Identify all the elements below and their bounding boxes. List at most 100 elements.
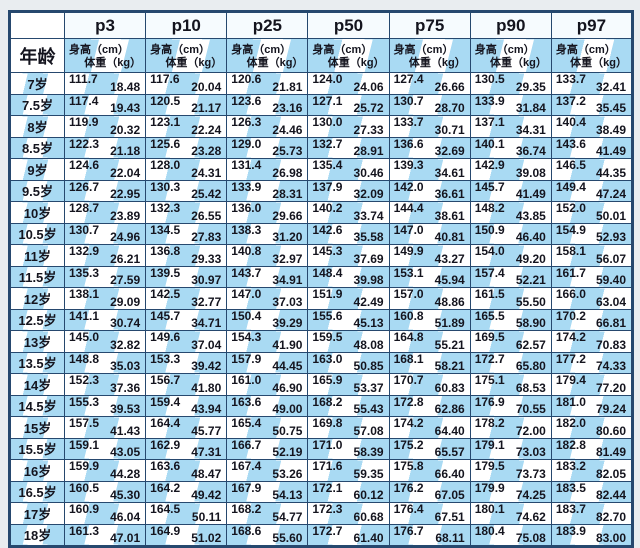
weight-value: 63.04	[595, 294, 626, 309]
table-row: 8岁 119.9 20.32 123.1 22.24 126.3 24.46 130.0 27.…	[9, 115, 634, 138]
height-weight-cell: 181.0 79.24	[550, 394, 634, 417]
height-value: 168.2	[231, 502, 262, 516]
height-weight-cell: 179.9 74.25	[469, 480, 552, 503]
height-weight-cell: 133.9 28.31	[226, 179, 309, 202]
height-value: 137.2	[555, 93, 586, 108]
height-weight-cell: 172.8 62.86	[388, 394, 471, 417]
weight-value: 19.43	[110, 101, 141, 115]
table-header: p3 p10 p25 p50 p75 p90 p97 年龄 身高（cm） 体重（k…	[9, 11, 634, 73]
weight-value: 72.00	[515, 423, 546, 438]
weight-value: 66.81	[595, 316, 626, 330]
height-value: 177.2	[555, 351, 586, 366]
weight-value: 45.30	[110, 488, 141, 502]
weight-unit-label: 体重（kg）	[490, 57, 547, 69]
weight-value: 65.80	[515, 359, 546, 373]
height-weight-cell: 153.3 39.42	[145, 351, 228, 374]
col-header-p50: p50	[307, 11, 390, 39]
height-value: 140.8	[231, 244, 262, 258]
height-value: 154.9	[555, 222, 586, 237]
height-value: 182.8	[555, 437, 586, 452]
height-weight-cell: 150.4 39.29	[226, 308, 309, 331]
growth-percentile-table: p3 p10 p25 p50 p75 p90 p97 年龄 身高（cm） 体重（k…	[8, 10, 634, 548]
age-cell: 15.5岁	[9, 437, 65, 460]
weight-value: 50.01	[595, 208, 626, 223]
table-row: 17岁 160.9 46.04 164.5 50.11 168.2 54.77 172.3 60…	[9, 502, 634, 525]
age-cell: 9.5岁	[9, 179, 65, 202]
age-cell: 7.5岁	[9, 93, 65, 116]
height-value: 127.1	[312, 93, 343, 108]
height-weight-cell: 129.0 25.73	[226, 136, 309, 159]
height-value: 130.3	[150, 179, 181, 194]
height-unit-label: 身高（cm）	[312, 44, 373, 56]
weight-value: 74.25	[515, 488, 546, 502]
height-value: 117.4	[69, 93, 99, 108]
height-value: 170.2	[555, 308, 586, 323]
height-weight-cell: 169.8 57.08	[307, 416, 390, 439]
weight-unit-label: 体重（kg）	[165, 57, 223, 69]
weight-value: 51.89	[434, 316, 465, 330]
height-value: 181.0	[555, 394, 586, 409]
weight-value: 54.77	[272, 509, 303, 524]
weight-value: 29.35	[515, 79, 546, 94]
height-value: 163.6	[231, 394, 262, 409]
weight-value: 41.90	[272, 337, 303, 352]
weight-value: 38.61	[434, 208, 465, 223]
table-row: 12.5岁 141.1 30.74 145.7 34.71 150.4 39.29 155.6…	[9, 308, 634, 331]
weight-value: 28.91	[353, 144, 384, 158]
weight-value: 49.42	[191, 488, 222, 502]
height-weight-cell: 168.2 54.77	[226, 502, 309, 525]
measure-header-row: 年龄 身高（cm） 体重（kg） 身高（cm） 体重（kg） 身高（cm） 体重（kg）身…	[9, 38, 634, 73]
height-weight-cell: 164.2 49.42	[145, 480, 228, 503]
weight-value: 50.75	[272, 423, 303, 438]
age-header: 年龄	[9, 38, 65, 73]
height-value: 152.0	[555, 201, 586, 215]
height-value: 176.9	[474, 394, 505, 409]
height-value: 138.1	[69, 287, 100, 301]
height-weight-cell: 176.2 67.05	[388, 480, 471, 503]
weight-value: 77.20	[595, 380, 626, 395]
age-cell: 12岁	[9, 287, 65, 310]
age-cell: 12.5岁	[9, 308, 65, 331]
height-weight-cell: 174.2 70.83	[550, 330, 634, 353]
height-weight-cell: 142.9 39.08	[469, 158, 552, 181]
height-value: 145.0	[69, 330, 100, 344]
weight-value: 65.57	[434, 445, 465, 459]
weight-value: 67.51	[434, 509, 465, 524]
weight-value: 41.80	[191, 380, 222, 395]
weight-value: 55.43	[353, 402, 384, 416]
height-weight-cell: 168.2 55.43	[307, 394, 390, 417]
col-header-p3: p3	[63, 11, 147, 39]
height-value: 169.8	[312, 416, 343, 430]
height-weight-cell: 141.1 30.74	[63, 308, 147, 331]
height-value: 182.0	[555, 416, 586, 430]
height-value: 142.0	[393, 179, 424, 194]
height-value: 150.9	[474, 222, 505, 237]
height-weight-cell: 136.8 29.33	[145, 244, 228, 267]
height-value: 133.7	[555, 72, 586, 86]
height-value: 139.3	[393, 158, 424, 172]
height-weight-cell: 130.3 25.42	[145, 179, 228, 202]
height-weight-cell: 120.6 21.81	[226, 72, 309, 95]
height-weight-cell: 150.9 46.40	[469, 222, 552, 245]
weight-value: 54.13	[272, 488, 303, 502]
weight-value: 28.31	[272, 187, 303, 201]
height-value: 166.0	[555, 287, 586, 301]
weight-value: 22.04	[110, 165, 141, 180]
col-header-p25: p25	[226, 11, 309, 39]
height-weight-cell: 125.6 23.28	[145, 136, 228, 159]
height-value: 164.5	[150, 502, 181, 516]
height-value: 167.4	[231, 459, 262, 473]
height-value: 183.9	[555, 523, 586, 538]
height-weight-cell: 160.5 45.30	[63, 480, 147, 503]
height-value: 166.7	[231, 437, 262, 452]
height-weight-cell: 149.9 43.27	[388, 244, 471, 267]
height-value: 142.6	[312, 222, 343, 237]
weight-value: 68.11	[435, 531, 465, 545]
age-cell: 8岁	[9, 115, 65, 138]
height-value: 137.1	[474, 115, 505, 129]
height-weight-cell: 160.9 46.04	[63, 502, 147, 525]
height-value: 130.7	[69, 222, 100, 237]
height-value: 176.7	[393, 523, 424, 538]
weight-unit-label: 体重（kg）	[246, 57, 304, 69]
height-weight-cell: 163.6 49.00	[226, 394, 309, 417]
